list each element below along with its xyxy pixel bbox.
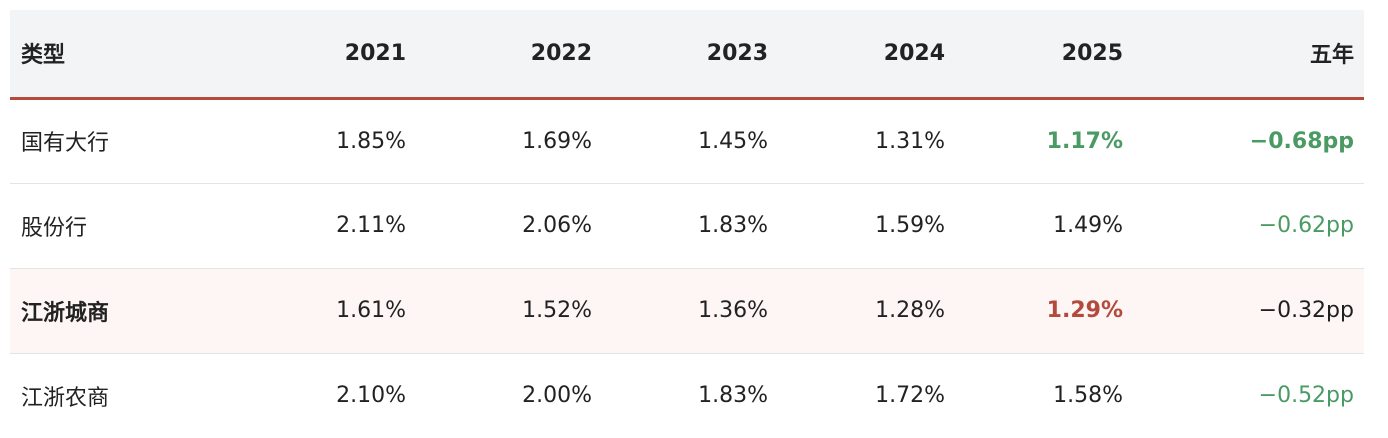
header-five-year: 五年	[1123, 10, 1364, 100]
cell-2025: 1.49%	[1053, 213, 1123, 238]
header-type: 类型	[10, 10, 250, 100]
header-2021: 2021	[250, 10, 406, 100]
row-type-label: 江浙城商	[21, 300, 110, 326]
data-table-container: 类型 2021 2022 2023 2024 2025 五年 国有大行 1.85…	[10, 10, 1364, 438]
cell-2021: 2.11%	[336, 213, 406, 238]
cell-2024: 1.72%	[875, 383, 945, 409]
row-type-label: 股份行	[21, 215, 88, 241]
cell-five-year-change: −0.32pp	[1258, 298, 1354, 323]
header-row: 类型 2021 2022 2023 2024 2025 五年	[10, 10, 1364, 100]
cell-2021: 2.10%	[336, 383, 406, 409]
table-row-highlighted: 江浙城商 1.61% 1.52% 1.36% 1.28% 1.29% −0.32…	[10, 268, 1364, 353]
table-body: 国有大行 1.85% 1.69% 1.45% 1.31% 1.17% −0.68…	[10, 98, 1364, 438]
table-row: 江浙农商 2.10% 2.00% 1.83% 1.72% 1.58% −0.52…	[10, 353, 1364, 438]
cell-2024: 1.59%	[875, 213, 945, 238]
table-row: 国有大行 1.85% 1.69% 1.45% 1.31% 1.17% −0.68…	[10, 98, 1364, 183]
cell-2023: 1.83%	[698, 383, 768, 409]
header-2023: 2023	[592, 10, 768, 100]
cell-2021: 1.85%	[336, 128, 406, 154]
cell-five-year-change: −0.68pp	[1249, 128, 1354, 154]
cell-2025: 1.58%	[1053, 383, 1123, 409]
header-2025: 2025	[945, 10, 1123, 100]
table-header: 类型 2021 2022 2023 2024 2025 五年	[10, 10, 1364, 100]
cell-2025: 1.17%	[1046, 128, 1123, 154]
header-2022: 2022	[406, 10, 592, 100]
row-type-label: 江浙农商	[21, 385, 110, 411]
cell-2023: 1.36%	[698, 298, 768, 323]
cell-2023: 1.45%	[698, 128, 768, 154]
cell-2023: 1.83%	[698, 213, 768, 238]
cell-2022: 2.00%	[522, 383, 592, 409]
cell-2021: 1.61%	[336, 298, 406, 323]
nim-comparison-table: 类型 2021 2022 2023 2024 2025 五年 国有大行 1.85…	[10, 10, 1364, 438]
cell-2022: 1.52%	[522, 298, 592, 323]
cell-2022: 2.06%	[522, 213, 592, 238]
cell-2025: 1.29%	[1046, 298, 1123, 323]
cell-five-year-change: −0.62pp	[1258, 213, 1354, 238]
cell-five-year-change: −0.52pp	[1258, 383, 1354, 409]
table-row: 股份行 2.11% 2.06% 1.83% 1.59% 1.49% −0.62p…	[10, 183, 1364, 268]
cell-2022: 1.69%	[522, 128, 592, 154]
row-type-label: 国有大行	[21, 131, 110, 156]
cell-2024: 1.31%	[875, 128, 945, 154]
cell-2024: 1.28%	[875, 298, 945, 323]
header-2024: 2024	[768, 10, 945, 100]
